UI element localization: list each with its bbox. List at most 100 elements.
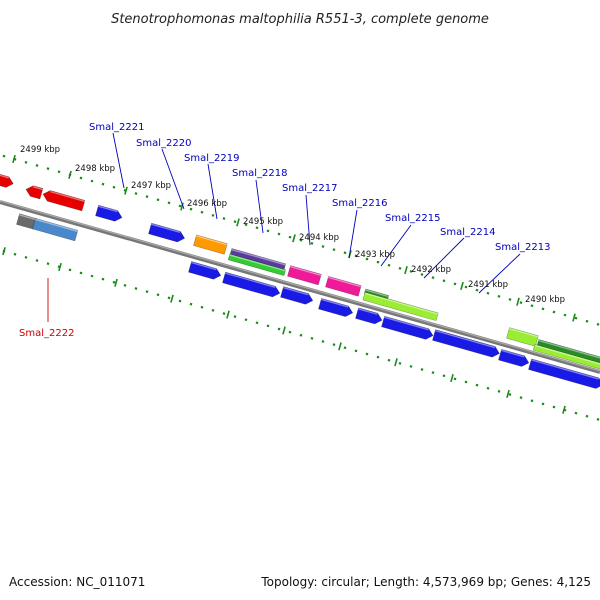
gene-orange — [193, 234, 228, 255]
minor-tick — [79, 271, 83, 275]
callout-line — [305, 194, 311, 246]
callout-line — [423, 237, 465, 279]
minor-tick — [79, 176, 83, 180]
kbp-label: 2491 kbp — [468, 280, 508, 290]
kbp-label: 2496 kbp — [187, 199, 227, 209]
minor-tick — [299, 333, 303, 337]
minor-tick — [90, 179, 94, 183]
minor-tick — [134, 192, 138, 195]
minor-tick — [321, 340, 325, 343]
minor-tick — [178, 204, 182, 208]
gene-label-smal-2213[interactable]: Smal_2213 — [495, 242, 550, 253]
gene-label-smal-2215[interactable]: Smal_2215 — [385, 213, 440, 224]
minor-tick — [442, 374, 446, 378]
gene-arrow-shine — [534, 344, 600, 366]
minor-tick — [365, 352, 369, 356]
genome-backbone-highlight — [0, 200, 600, 372]
gene-arrow-body — [222, 271, 281, 298]
minor-tick — [255, 226, 259, 230]
gene-arrow-shine — [538, 339, 600, 360]
minor-tick — [574, 316, 578, 320]
gene-arrow-shine — [0, 173, 9, 179]
minor-tick — [519, 301, 523, 304]
minor-tick — [343, 346, 347, 350]
callout-line — [255, 179, 264, 234]
inner-tick-ring — [2, 247, 600, 421]
minor-tick — [134, 287, 138, 290]
gene-label-smal-2219[interactable]: Smal_2219 — [184, 153, 239, 164]
minor-tick — [112, 280, 116, 284]
gene-arrow-body — [0, 172, 14, 188]
minor-tick — [332, 343, 336, 346]
minor-tick — [277, 232, 281, 236]
minor-tick — [123, 284, 127, 287]
minor-tick — [530, 304, 534, 308]
minor-tick — [145, 195, 149, 199]
minor-tick — [189, 207, 193, 211]
kbp-label: 2493 kbp — [355, 250, 395, 260]
minor-tick — [101, 277, 105, 281]
gene-arrow-body — [280, 286, 314, 305]
minor-tick — [211, 308, 215, 312]
gene-arrow-shine — [358, 308, 378, 315]
minor-tick — [167, 201, 171, 205]
gene-label-smal-2214[interactable]: Smal_2214 — [440, 227, 495, 238]
gene-arrow-shine — [531, 359, 599, 380]
gene-darkgreen-2 — [536, 339, 600, 364]
kbp-label: 2499 kbp — [20, 145, 60, 155]
gene-label-smal-2216[interactable]: Smal_2216 — [332, 198, 387, 209]
minor-tick — [277, 327, 281, 331]
gene-arrow-shine — [435, 329, 496, 349]
minor-tick — [563, 313, 567, 317]
minor-tick — [156, 293, 160, 297]
gene-arrow-body — [193, 234, 228, 255]
gene-label-smal-2218[interactable]: Smal_2218 — [232, 168, 287, 179]
minor-tick — [233, 315, 237, 318]
minor-tick — [112, 185, 116, 189]
major-tick — [68, 170, 72, 179]
gene-label-smal-2222[interactable]: Smal_2222 — [19, 328, 74, 339]
gene-arrow-body — [42, 190, 86, 212]
major-tick — [572, 313, 576, 322]
minor-tick — [508, 393, 512, 396]
minor-tick — [585, 319, 589, 323]
gene-label-smal-2221[interactable]: Smal_2221 — [89, 122, 144, 133]
major-tick — [180, 202, 184, 211]
minor-tick — [244, 223, 248, 227]
minor-tick — [596, 323, 600, 326]
gene-magenta-2 — [325, 275, 362, 297]
gene-arrow-shine — [35, 218, 78, 232]
minor-tick — [552, 405, 556, 409]
minor-tick — [145, 290, 149, 294]
minor-tick — [530, 399, 534, 403]
major-tick — [404, 265, 408, 275]
major-tick — [394, 358, 398, 367]
gene-arrow-body — [32, 217, 79, 242]
gene-label-smal-2220[interactable]: Smal_2220 — [136, 138, 191, 149]
gene-label-smal-2217[interactable]: Smal_2217 — [282, 183, 337, 194]
major-tick — [124, 186, 128, 195]
minor-tick — [233, 220, 237, 223]
gene-blue-1 — [95, 204, 123, 222]
minor-tick — [486, 291, 490, 295]
minor-tick — [398, 361, 402, 365]
minor-tick — [200, 305, 204, 309]
outer-tick-ring — [2, 154, 600, 326]
minor-tick — [200, 210, 204, 214]
gene-arrow-body — [506, 327, 539, 347]
minor-tick — [420, 273, 424, 276]
gene-arrow-shine — [290, 265, 322, 276]
gene-arrow-shine — [384, 316, 429, 331]
gene-green — [227, 253, 286, 276]
gene-arrow-body — [355, 307, 383, 325]
gene-blue-4 — [222, 271, 281, 298]
minor-tick — [178, 299, 182, 303]
minor-tick — [541, 402, 545, 406]
minor-tick — [574, 411, 578, 415]
minor-tick — [398, 266, 402, 270]
minor-tick — [101, 182, 105, 186]
callout-line — [161, 148, 185, 210]
callout-line — [348, 209, 358, 259]
minor-tick — [156, 198, 160, 202]
gene-blue-2 — [148, 222, 186, 243]
